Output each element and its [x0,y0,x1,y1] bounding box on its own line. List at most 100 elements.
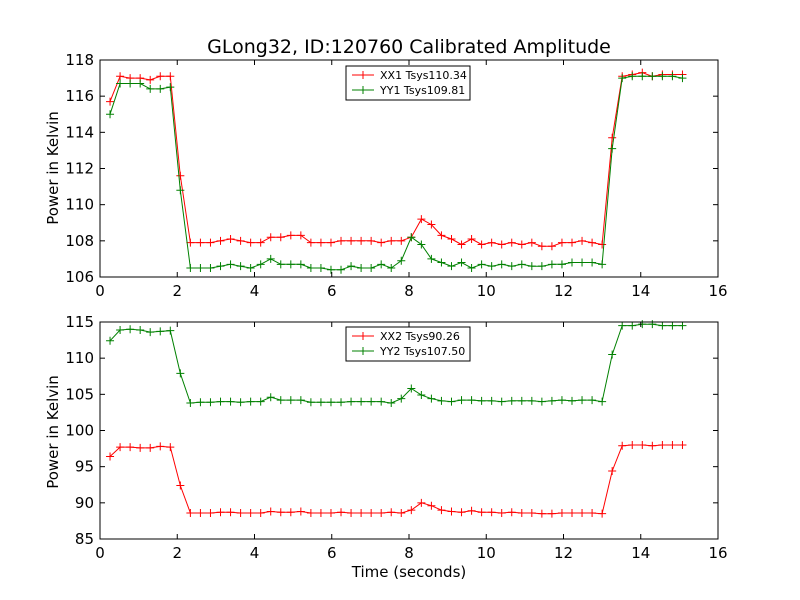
data-point [216,508,225,517]
data-point [638,320,647,329]
data-point [588,508,597,517]
data-point [578,236,587,245]
data-point [176,186,185,195]
legend-marker [359,86,367,94]
data-point [176,369,185,378]
data-point [437,396,446,405]
data-point [136,443,145,452]
data-point [427,220,436,229]
data-point [136,79,145,88]
data-point [437,231,446,240]
data-point [397,508,406,517]
data-point [608,467,617,476]
data-point [397,394,406,403]
data-point [367,397,376,406]
x-tick-label: 0 [95,544,105,562]
data-point [567,238,576,247]
data-point [216,262,225,271]
x-tick-label: 8 [404,282,414,300]
data-point [678,321,687,330]
data-point [266,507,275,516]
data-point [166,326,175,335]
x-tick-label: 8 [404,544,414,562]
data-point [567,396,576,405]
data-point [487,262,496,271]
data-point [166,443,175,452]
data-point [487,238,496,247]
figure-title: GLong32, ID:120760 Calibrated Amplitude [207,36,611,58]
data-point [557,396,566,405]
y-tick-label: 114 [65,123,94,141]
y-tick-label: 110 [65,349,94,367]
y-tick-label: 110 [65,196,94,214]
y-tick-label: 115 [65,313,94,331]
data-point [246,263,255,272]
data-point [236,262,245,271]
series-1-2 [106,72,687,274]
x-tick-label: 2 [172,544,182,562]
data-point [477,508,486,517]
data-point [487,508,496,517]
data-point [588,258,597,267]
data-point [407,233,416,242]
data-point [497,260,506,269]
data-point [156,72,165,81]
data-point [116,443,125,452]
data-point [176,171,185,180]
data-point [527,238,536,247]
data-point [387,236,396,245]
data-point [547,260,556,269]
data-point [206,398,215,407]
data-point [166,83,175,92]
data-point [507,238,516,247]
data-point [266,393,275,402]
legend-label: YY2 Tsys107.50 [379,345,465,358]
data-point [397,236,406,245]
data-point [497,397,506,406]
data-point [517,508,526,517]
data-point [146,443,155,452]
legend-label: XX1 Tsys110.34 [380,69,467,82]
data-point [337,398,346,407]
data-point [567,258,576,267]
data-point [347,508,356,517]
data-point [196,398,205,407]
data-point [527,396,536,405]
data-point [427,394,436,403]
top-y-axis-label: Power in Kelvin [44,111,62,225]
series-line [109,323,683,404]
data-point [517,396,526,405]
data-point [658,321,667,330]
data-point [517,260,526,269]
data-point [286,396,295,405]
data-point [608,350,617,359]
data-point [377,508,386,517]
data-point [296,231,305,240]
data-point [437,506,446,515]
data-point [557,508,566,517]
data-point [578,258,587,267]
data-point [226,508,235,517]
data-point [337,236,346,245]
data-point [306,238,315,247]
x-tick-label: 10 [477,282,496,300]
data-point [236,236,245,245]
y-tick-label: 108 [65,232,94,250]
data-point [567,508,576,517]
x-tick-label: 16 [708,282,727,300]
data-point [357,397,366,406]
data-point [146,84,155,93]
data-point [176,481,185,490]
data-point [668,440,677,449]
data-point [658,72,667,81]
data-point [648,441,657,450]
data-point [326,265,335,274]
data-point [106,97,115,106]
data-point [537,242,546,251]
data-point [276,260,285,269]
data-point [136,325,145,334]
data-point [417,391,426,400]
data-point [337,508,346,517]
data-point [608,133,617,142]
data-point [547,242,556,251]
